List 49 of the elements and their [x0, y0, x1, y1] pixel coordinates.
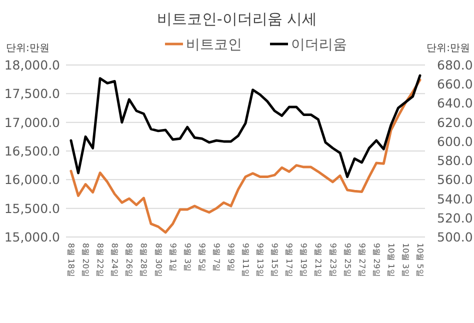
x-tick-label: 9월 21일	[314, 243, 323, 277]
y-tick-label: 17,500.0	[4, 86, 60, 102]
x-tick-label: 9월 1일	[168, 243, 178, 272]
y2-tick-label: 620.0	[437, 114, 473, 130]
x-tick-label: 8월 26일	[124, 243, 134, 277]
x-tick-label: 9월 29일	[372, 243, 381, 277]
y2-tick-label: 500.0	[437, 230, 473, 244]
x-tick-label: 8월 30일	[154, 243, 163, 277]
y-tick-label: 16,500.0	[4, 144, 60, 158]
legend-label: 이더리움	[291, 37, 347, 53]
y-tick-label: 17,000.0	[4, 114, 60, 130]
y-tick-label: 16,000.0	[4, 172, 60, 188]
y-tick-label: 15,000.0	[4, 230, 60, 244]
x-tick-label: 8월 22일	[96, 243, 105, 277]
y2-tick-label: 640.0	[437, 96, 473, 111]
chart-title: 비트코인-이더리움 시세	[156, 10, 318, 28]
x-tick-label: 9월 23일	[328, 243, 338, 277]
legend-label: 비트코인	[186, 37, 242, 53]
x-tick-label: 9월 19일	[299, 243, 308, 277]
y2-axis-title: 단위:만원	[426, 43, 470, 54]
x-tick-label: 10월 5일	[416, 243, 424, 277]
x-tick-label: 9월 27일	[357, 243, 366, 277]
y2-tick-label: 580.0	[437, 153, 473, 168]
x-tick-label: 9월 9일	[226, 243, 236, 272]
y2-tick-label: 560.0	[437, 172, 473, 188]
x-tick-label: 9월 13일	[256, 243, 265, 277]
y-tick-label: 15,500.0	[4, 200, 60, 216]
x-tick-label: 9월 5일	[197, 243, 206, 272]
y2-tick-label: 660.0	[437, 76, 473, 92]
y-axis-title: 단위:만원	[6, 43, 50, 54]
x-tick-label: 9월 15일	[270, 243, 280, 277]
y2-tick-label: 600.0	[437, 134, 473, 149]
x-tick-label: 9월 7일	[212, 243, 221, 272]
y2-tick-label: 540.0	[437, 191, 473, 206]
x-tick-label: 9월 25일	[342, 243, 352, 277]
x-tick-label: 9월 3일	[182, 243, 192, 272]
x-tick-label: 10월 1일	[386, 243, 396, 277]
line-series	[70, 74, 422, 178]
x-tick-label: 9월 11일	[241, 243, 250, 277]
y-tick-label: 18,000.0	[4, 58, 60, 72]
x-tick-label: 8월 28일	[139, 243, 148, 277]
y2-tick-label: 680.0	[437, 58, 473, 72]
line-series	[70, 78, 422, 234]
y2-tick-label: 520.0	[437, 210, 473, 226]
x-tick-label: 10월 3일	[400, 243, 410, 277]
x-tick-label: 8월 20일	[81, 243, 90, 277]
x-tick-label: 8월 18일	[66, 243, 76, 277]
x-tick-label: 8월 24일	[110, 243, 120, 277]
x-tick-label: 9월 17일	[284, 243, 294, 277]
